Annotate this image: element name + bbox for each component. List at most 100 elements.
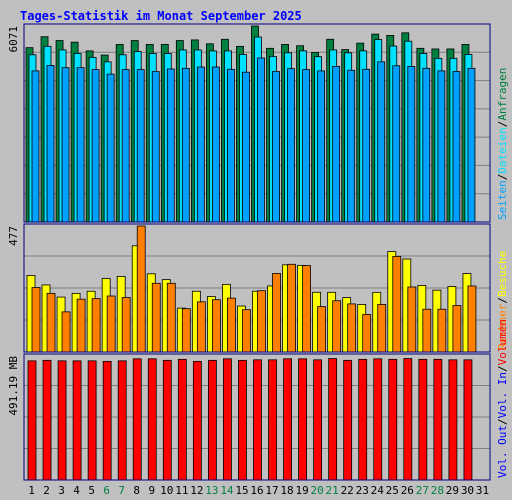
bar-hits-seiten-21	[332, 65, 341, 223]
bar-hits-seiten-19	[302, 69, 310, 223]
bar-hits-seiten-4	[76, 67, 85, 223]
bar-hits-seiten-23	[362, 68, 371, 223]
bar-visits-rechner-5	[91, 298, 101, 353]
x-tick-label-1: 1	[28, 484, 35, 497]
y-max-label-hits: 6071	[7, 26, 20, 53]
bar-volume-volumen-15	[238, 359, 247, 481]
bar-visits-rechner-20	[317, 306, 327, 353]
bar-hits-seiten-5	[91, 69, 100, 223]
bar-volume-volumen-26	[403, 358, 413, 481]
legend-hits: Seiten/Dateien/Anfragen	[496, 68, 509, 220]
bar-hits-seiten-8	[136, 69, 145, 223]
plot-border-hits	[23, 23, 491, 223]
x-tick-label-28: 28	[431, 484, 444, 497]
panel-visits: 477 Rechner/Besuche	[7, 223, 509, 353]
x-tick-label-3: 3	[58, 484, 65, 497]
x-tick-label-7: 7	[118, 484, 125, 497]
bar-hits-seiten-17	[272, 71, 280, 223]
bar-hits-seiten-12	[196, 66, 205, 223]
bar-volume-volumen-10	[162, 359, 172, 481]
legend-entry-besuche: Besuche	[496, 251, 509, 297]
bar-volume-volumen-21	[328, 358, 338, 481]
bar-hits-seiten-15	[242, 71, 250, 223]
bar-hits-seiten-27	[422, 67, 431, 223]
bar-visits-rechner-23	[362, 314, 372, 353]
legend-separator: /	[496, 174, 509, 181]
x-tick-label-9: 9	[148, 484, 155, 497]
bar-visits-rechner-26	[407, 286, 417, 353]
bar-volume-volumen-14	[223, 358, 232, 481]
bar-hits-seiten-2	[46, 65, 55, 223]
bar-volume-volumen-3	[57, 360, 67, 481]
plot-border-volume	[23, 353, 491, 481]
bar-visits-rechner-9	[151, 282, 161, 353]
bar-hits-seiten-24	[377, 61, 386, 223]
bar-volume-volumen-29	[448, 359, 458, 481]
legend-separator: /	[496, 297, 509, 304]
bar-volume-volumen-22	[343, 359, 353, 481]
bar-volume-volumen-5	[87, 360, 97, 481]
x-tick-label-19: 19	[295, 484, 308, 497]
bar-hits-seiten-22	[347, 69, 356, 223]
bar-visits-rechner-24	[377, 304, 387, 353]
legend-entry-volumen: Volumen	[496, 319, 509, 365]
bar-visits-rechner-10	[166, 282, 176, 353]
bar-visits-rechner-13	[211, 299, 221, 353]
bar-volume-volumen-24	[373, 358, 383, 481]
bar-volume-volumen-25	[388, 358, 398, 481]
bar-visits-rechner-4	[76, 298, 86, 353]
bar-hits-seiten-1	[31, 70, 40, 223]
x-tick-label-27: 27	[416, 484, 429, 497]
x-tick-label-16: 16	[250, 484, 263, 497]
y-max-label-visits: 477	[7, 226, 20, 246]
y-max-label-volume: 491.19 MB	[7, 356, 20, 416]
x-tick-label-15: 15	[235, 484, 248, 497]
bar-volume-volumen-9	[147, 358, 157, 481]
bar-hits-seiten-29	[452, 71, 461, 223]
bar-visits-rechner-12	[196, 301, 206, 353]
bar-visits-rechner-25	[392, 255, 402, 353]
bar-volume-volumen-30	[463, 359, 473, 481]
bar-hits-seiten-18	[287, 68, 295, 223]
x-tick-label-29: 29	[446, 484, 459, 497]
bar-volume-volumen-12	[192, 360, 202, 481]
bar-visits-rechner-15	[242, 309, 251, 353]
legend-entry-anfragen: Anfragen	[496, 68, 509, 121]
bar-volume-volumen-2	[42, 359, 52, 481]
x-tick-label-4: 4	[73, 484, 80, 497]
bar-visits-rechner-19	[302, 265, 311, 353]
bar-volume-volumen-13	[207, 359, 217, 481]
bar-volume-volumen-4	[72, 360, 82, 481]
bar-visits-rechner-29	[452, 305, 462, 353]
x-tick-label-12: 12	[190, 484, 203, 497]
bar-visits-rechner-7	[121, 297, 131, 353]
bar-volume-volumen-20	[313, 359, 323, 481]
bar-visits-rechner-6	[106, 295, 116, 353]
legend-separator: /	[496, 418, 509, 425]
bar-visits-rechner-27	[422, 308, 432, 353]
legend-entry-seiten: Seiten	[496, 180, 509, 220]
bar-hits-seiten-13	[211, 66, 220, 223]
legend-entry-vol-in: Vol. In	[496, 372, 509, 418]
bar-visits-rechner-30	[467, 285, 477, 353]
x-tick-label-22: 22	[341, 484, 354, 497]
x-tick-label-30: 30	[461, 484, 474, 497]
bar-hits-seiten-7	[121, 69, 130, 223]
x-tick-label-31: 31	[476, 484, 489, 497]
bar-hits-seiten-10	[166, 68, 175, 223]
bar-volume-volumen-1	[27, 360, 37, 481]
bar-volume-volumen-28	[433, 358, 443, 481]
bar-visits-rechner-2	[46, 292, 56, 353]
bar-volume-volumen-11	[177, 358, 187, 481]
bar-visits-rechner-11	[181, 308, 191, 353]
x-tick-label-26: 26	[401, 484, 414, 497]
bar-visits-rechner-18	[287, 263, 296, 353]
x-tick-label-18: 18	[280, 484, 293, 497]
legend-entry-vol-out: Vol. Out	[496, 425, 509, 478]
bar-hits-seiten-14	[227, 68, 235, 223]
x-tick-label-13: 13	[205, 484, 218, 497]
x-tick-label-21: 21	[326, 484, 339, 497]
legend-separator: /	[496, 365, 509, 372]
